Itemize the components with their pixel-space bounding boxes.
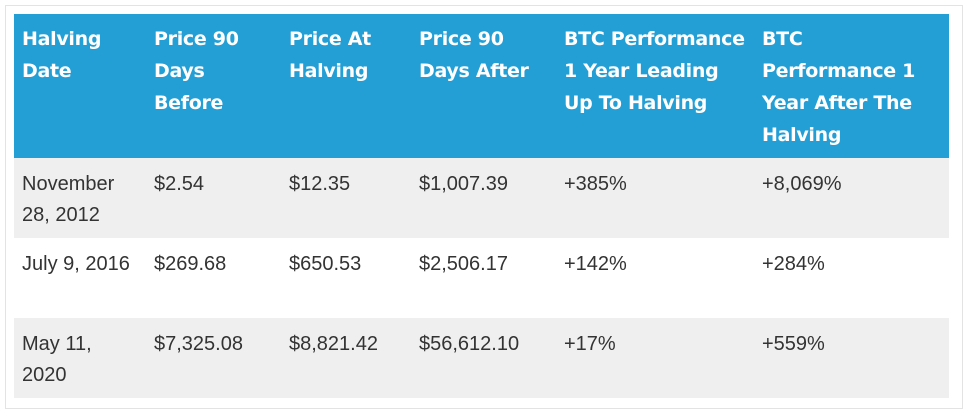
header-price-90-days-before: Price 90 Days Before	[154, 28, 239, 114]
cell-price-90-days-after: $2,506.17	[419, 253, 508, 275]
cell-performance-after: +559%	[762, 333, 825, 355]
table-frame	[5, 5, 963, 409]
cell-price-at-halving: $12.35	[289, 173, 351, 195]
cell-price-at-halving: $8,821.42	[289, 333, 378, 355]
cell-price-at-halving: $650.53	[289, 253, 362, 275]
cell-price-90-days-after: $56,612.10	[419, 333, 520, 355]
cell-price-90-days-before: $269.68	[154, 253, 227, 275]
cell-price-90-days-before: $2.54	[154, 173, 205, 195]
header-row: Halving Date Price 90 Days Before Price …	[14, 14, 949, 158]
table-row: May 11, 2020 $7,325.08 $8,821.42 $56,612…	[14, 318, 949, 398]
cell-halving-date: July 9, 2016	[22, 253, 130, 275]
table-body: November 28, 2012 $2.54 $12.35 $1,007.39…	[14, 158, 949, 398]
header-price-90-days-after: Price 90 Days After	[419, 28, 529, 82]
bitcoin-halving-table: Halving Date Price 90 Days Before Price …	[14, 14, 949, 398]
cell-performance-after: +284%	[762, 253, 825, 275]
cell-halving-date: November 28, 2012	[22, 173, 115, 226]
cell-halving-date: May 11, 2020	[22, 333, 92, 386]
cell-performance-before: +142%	[564, 253, 627, 275]
header-performance-before: BTC Performance 1 Year Leading Up To Hal…	[564, 28, 745, 114]
table-header: Halving Date Price 90 Days Before Price …	[14, 14, 949, 158]
cell-performance-before: +385%	[564, 173, 627, 195]
cell-performance-before: +17%	[564, 333, 616, 355]
cell-performance-after: +8,069%	[762, 173, 842, 195]
header-performance-after: BTC Performance 1 Year After The Halving	[762, 28, 916, 146]
header-halving-date: Halving Date	[22, 28, 102, 82]
header-price-at-halving: Price At Halving	[289, 28, 371, 82]
table-row: July 9, 2016 $269.68 $650.53 $2,506.17 +…	[14, 238, 949, 318]
cell-price-90-days-after: $1,007.39	[419, 173, 508, 195]
cell-price-90-days-before: $7,325.08	[154, 333, 243, 355]
table-row: November 28, 2012 $2.54 $12.35 $1,007.39…	[14, 158, 949, 238]
